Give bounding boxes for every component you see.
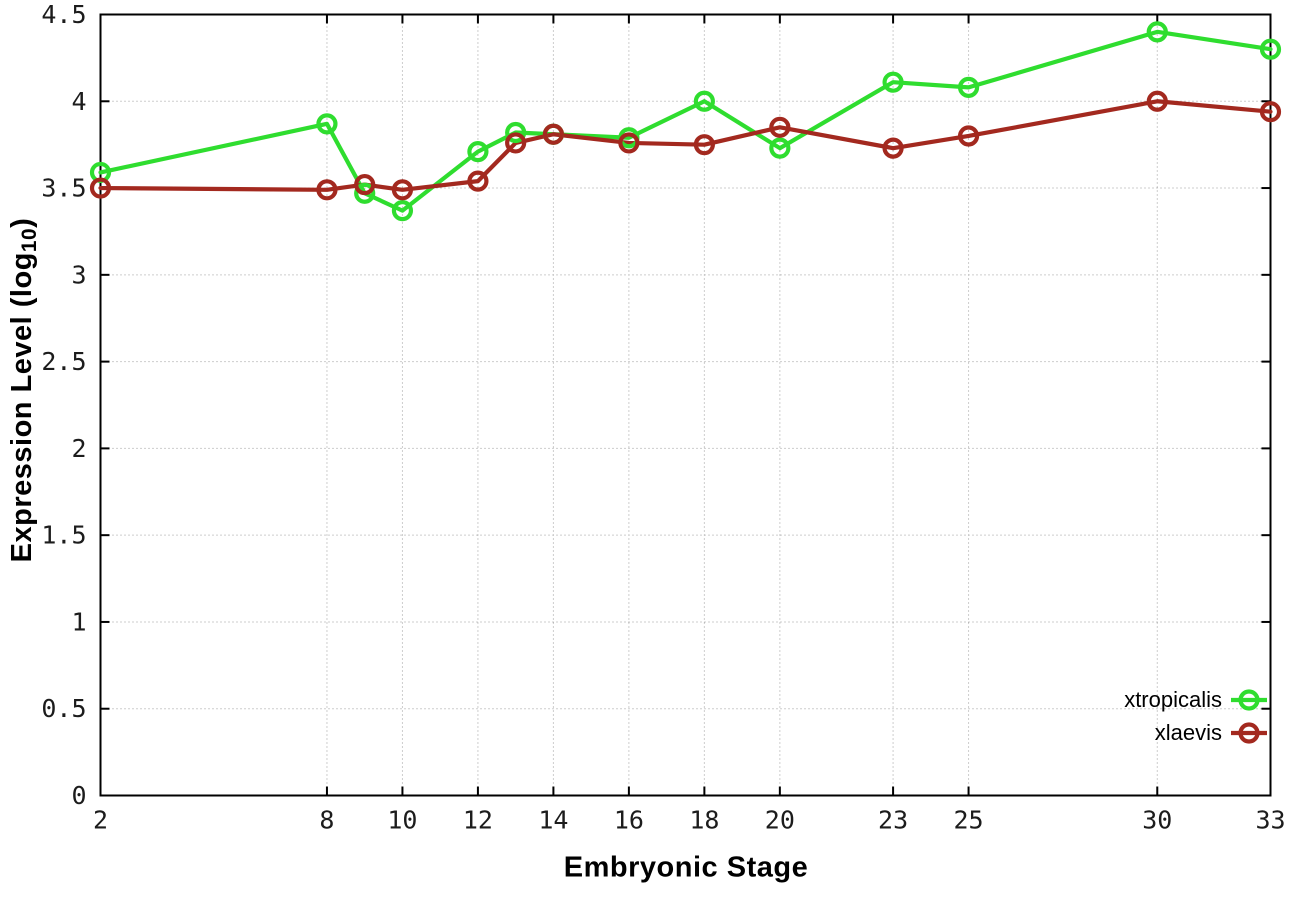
marker-xlaevis-stage-9 bbox=[354, 173, 376, 196]
x-tick-label: 12 bbox=[463, 806, 493, 835]
x-tick-label: 30 bbox=[1142, 806, 1172, 835]
marker-xtropicalis-stage-10 bbox=[391, 200, 414, 222]
x-tick-label: 25 bbox=[954, 806, 984, 835]
gridlines bbox=[100, 14, 1271, 796]
x-tick-label: 20 bbox=[765, 806, 795, 835]
x-tick-label: 18 bbox=[689, 806, 719, 835]
y-axis-title-close: ) bbox=[5, 217, 38, 228]
marker-xlaevis-stage-8 bbox=[316, 179, 338, 201]
marker-xtropicalis-stage-33 bbox=[1259, 38, 1282, 60]
marker-xlaevis-stage-13 bbox=[505, 132, 527, 154]
y-tick-label: 0.5 bbox=[41, 694, 86, 723]
y-tick-label: 0 bbox=[71, 781, 86, 810]
y-tick-label: 2 bbox=[71, 434, 86, 463]
marker-xtropicalis-stage-18 bbox=[693, 90, 715, 112]
marker-xlaevis-stage-2 bbox=[89, 177, 112, 199]
marker-xtropicalis-stage-8 bbox=[316, 113, 338, 135]
tick-marks bbox=[99, 13, 1272, 797]
x-axis-title: Embryonic Stage bbox=[563, 851, 809, 884]
y-tick-label: 3 bbox=[71, 260, 86, 289]
marker-xtropicalis-stage-23 bbox=[882, 71, 904, 93]
y-tick-label: 4.5 bbox=[41, 0, 86, 29]
marker-xtropicalis-stage-20 bbox=[769, 137, 791, 159]
series-line-xtropicalis bbox=[98, 29, 1273, 213]
marker-xlaevis-stage-14 bbox=[542, 123, 565, 145]
marker-xlaevis-stage-30 bbox=[1146, 90, 1168, 112]
y-axis-title-text: Expression Level (log bbox=[5, 252, 38, 563]
y-tick-label: 1 bbox=[71, 607, 86, 636]
x-tick-label: 8 bbox=[319, 806, 334, 835]
y-axis-title-subscript: 10 bbox=[18, 227, 42, 253]
legend-item-xtropicalis: xtropicalis bbox=[1124, 687, 1267, 712]
marker-xlaevis-stage-33 bbox=[1259, 101, 1282, 123]
marker-xlaevis-stage-16 bbox=[618, 132, 640, 154]
y-tick-label: 4 bbox=[71, 87, 86, 116]
marker-xtropicalis-stage-12 bbox=[467, 141, 489, 163]
x-tick-label: 10 bbox=[387, 806, 417, 835]
marker-xlaevis-stage-23 bbox=[882, 137, 904, 159]
legend-marker-icon bbox=[1238, 722, 1260, 744]
marker-xtropicalis-stage-30 bbox=[1146, 21, 1168, 43]
marker-xtropicalis-stage-9 bbox=[354, 182, 376, 204]
marker-xtropicalis-stage-25 bbox=[957, 76, 980, 98]
marker-xtropicalis-stage-13 bbox=[505, 121, 527, 144]
legend: xtropicalis xlaevis bbox=[1124, 687, 1267, 745]
marker-xlaevis-stage-18 bbox=[693, 134, 715, 156]
legend-item-xlaevis: xlaevis bbox=[1155, 720, 1267, 745]
plot-border bbox=[99, 13, 1272, 797]
y-tick-label: 3.5 bbox=[41, 174, 86, 203]
legend-marker-icon bbox=[1238, 689, 1260, 711]
marker-xlaevis-stage-10 bbox=[391, 179, 414, 201]
x-tick-label: 2 bbox=[93, 806, 108, 835]
x-tick-label: 14 bbox=[538, 806, 568, 835]
series-line-xlaevis bbox=[98, 99, 1273, 192]
marker-xlaevis-stage-12 bbox=[467, 170, 489, 192]
marker-xlaevis-stage-20 bbox=[769, 116, 791, 138]
marker-xlaevis-stage-25 bbox=[957, 125, 980, 147]
y-tick-label: 1.5 bbox=[41, 521, 86, 550]
series-markers-xlaevis bbox=[89, 90, 1282, 201]
legend-label: xtropicalis bbox=[1124, 687, 1222, 712]
legend-label: xlaevis bbox=[1155, 720, 1222, 745]
x-tick-label: 16 bbox=[614, 806, 644, 835]
y-axis-title: Expression Level (log10) bbox=[6, 218, 42, 563]
x-tick-label: 33 bbox=[1255, 806, 1285, 835]
x-tick-label: 23 bbox=[878, 806, 908, 835]
y-tick-label: 2.5 bbox=[41, 347, 86, 376]
